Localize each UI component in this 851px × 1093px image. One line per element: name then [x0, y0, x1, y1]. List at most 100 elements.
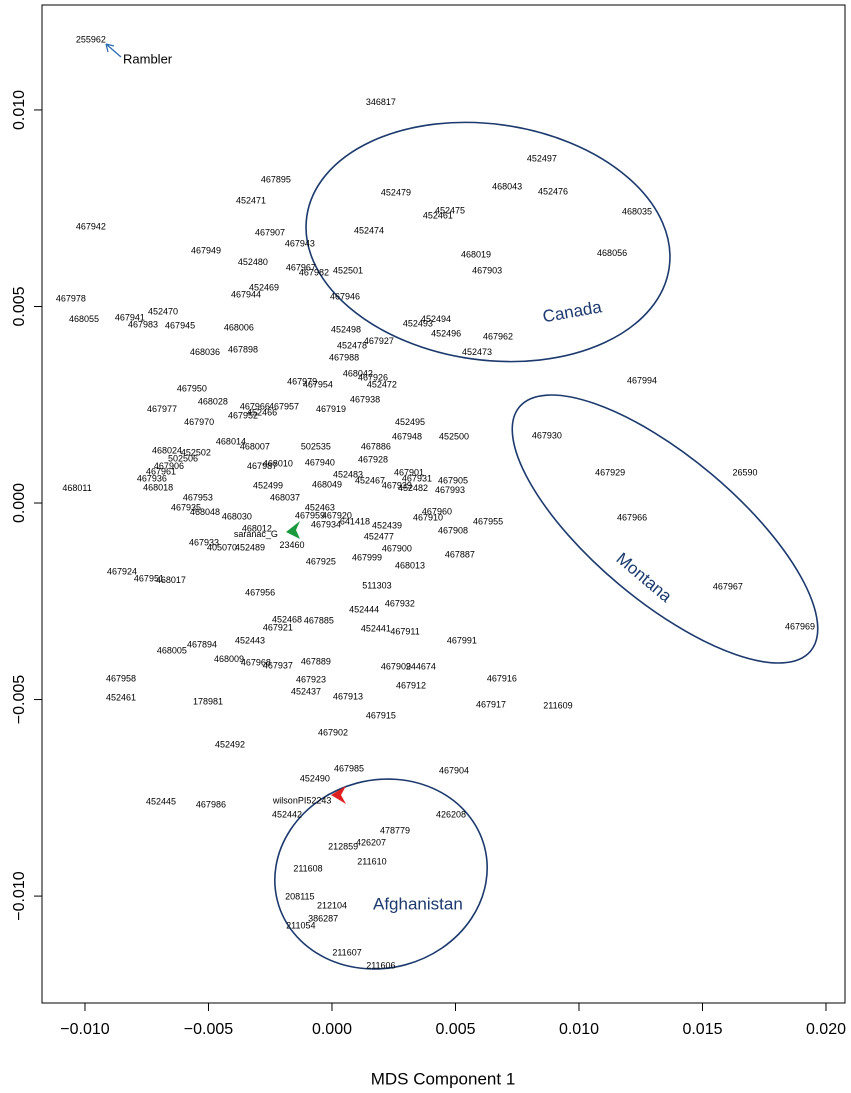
point-label: 467955 [473, 516, 503, 526]
point-label: 468055 [69, 314, 99, 324]
point-label: 452483 [333, 469, 363, 479]
point-label: 467912 [396, 681, 426, 691]
point-label: 468036 [190, 347, 220, 357]
point-label: 467956 [245, 587, 275, 597]
point-label: 468037 [270, 492, 300, 502]
point-label: 452479 [381, 187, 411, 197]
point-label: 468028 [198, 396, 228, 406]
point-label: 467919 [316, 404, 346, 414]
point-label: 26590 [732, 468, 757, 478]
point-label: 467910 [413, 512, 443, 522]
point-label: 467920 [322, 510, 352, 520]
point-label: 467979 [287, 376, 317, 386]
point-label: 467928 [358, 455, 388, 465]
point-label: 452473 [462, 347, 492, 357]
point-label: 467986 [196, 799, 226, 809]
point-label: 452474 [354, 225, 384, 235]
point-label: 467966 [240, 401, 270, 411]
point-label: 467916 [487, 673, 517, 683]
point-label: 467985 [334, 763, 364, 773]
point-label: 467954 [303, 379, 333, 389]
point-label: 467987 [247, 461, 277, 471]
point-label: 468048 [190, 507, 220, 517]
point-label: 452489 [235, 543, 265, 553]
point-label: 426208 [436, 809, 466, 819]
point-label: 452494 [421, 314, 451, 324]
point-label: 467945 [165, 321, 195, 331]
point-label: 468043 [492, 181, 522, 191]
point-label: 467966 [617, 512, 647, 522]
point-label: 468013 [395, 560, 425, 570]
point-label: 452467 [355, 475, 385, 485]
point-label: 467924 [107, 567, 137, 577]
rambler-arrow [105, 43, 122, 58]
point-label: 467936 [137, 473, 167, 483]
point-label: 467967 [713, 582, 743, 592]
point-label: 468024 [152, 446, 182, 456]
point-label: 467961 [146, 466, 176, 476]
point-label: 468010 [263, 458, 293, 468]
point-label: 452478 [337, 341, 367, 351]
point-label: 211609 [543, 701, 572, 711]
point-label: 452498 [331, 324, 361, 334]
point-label: 468014 [216, 436, 246, 446]
point-label: 467932 [385, 598, 415, 608]
x-tick-label: −0.010 [60, 1021, 109, 1038]
x-tick-label: 0.010 [559, 1021, 599, 1038]
x-tick-label: 0.015 [682, 1021, 722, 1038]
point-label: 468030 [222, 512, 252, 522]
annotation: Afghanistan [373, 894, 463, 913]
point-label: 467939 [382, 480, 412, 490]
point-label: 467942 [76, 221, 106, 231]
point-label: 452500 [439, 431, 469, 441]
point-label: 467968 [241, 657, 271, 667]
point-label: 452445 [146, 797, 176, 807]
point-label: 467931 [402, 473, 432, 483]
point-label: 468011 [62, 483, 91, 493]
point-label: 467913 [333, 692, 363, 702]
point-label: 426207 [356, 837, 386, 847]
point-label: 211610 [357, 856, 386, 866]
point-label: 452502 [181, 447, 211, 457]
point-label: 468017 [156, 575, 186, 585]
point-label: 405070 [207, 543, 237, 553]
point-label: 452490 [300, 773, 330, 783]
point-label: 452480 [238, 257, 268, 267]
point-label: 502535 [301, 442, 331, 452]
point-label: 467923 [296, 674, 326, 684]
point-label: 467887 [445, 549, 475, 559]
point-label: 467959 [295, 510, 325, 520]
point-label: 452470 [148, 306, 178, 316]
point-label: 467940 [305, 457, 335, 467]
point-label: 452471 [236, 196, 266, 206]
point-label: 452501 [333, 265, 363, 275]
point-label: 467969 [785, 622, 815, 632]
point-label: 211606 [366, 960, 395, 970]
point-label: 467962 [483, 332, 513, 342]
point-label: 212104 [317, 900, 347, 910]
point-label: 467900 [382, 543, 412, 553]
point-label: 452441 [361, 624, 391, 634]
point-label: 467898 [228, 344, 258, 354]
point-label: 468007 [240, 442, 270, 452]
point-label: wilsonPI52243 [272, 795, 332, 805]
y-tick-label: 0.005 [11, 286, 28, 326]
point-label: 452444 [349, 604, 379, 614]
point-label: 452437 [291, 686, 321, 696]
point-label: 467948 [392, 431, 422, 441]
point-label: 502506 [168, 453, 198, 463]
point-label: 452495 [395, 417, 425, 427]
point-label: 178981 [193, 696, 223, 706]
point-label: 452443 [235, 635, 265, 645]
point-label: 467901 [394, 468, 424, 478]
point-label: 478779 [380, 826, 410, 836]
point-label: 467983 [128, 319, 158, 329]
point-label: 467921 [263, 622, 293, 632]
point-label: 452466 [247, 407, 277, 417]
point-label: 467988 [329, 352, 359, 362]
point-label: 467960 [422, 506, 452, 516]
point-label: 467904 [439, 765, 469, 775]
point-label: 467991 [447, 635, 477, 645]
point-label: 641418 [340, 516, 370, 526]
point-label: 467957 [269, 401, 299, 411]
